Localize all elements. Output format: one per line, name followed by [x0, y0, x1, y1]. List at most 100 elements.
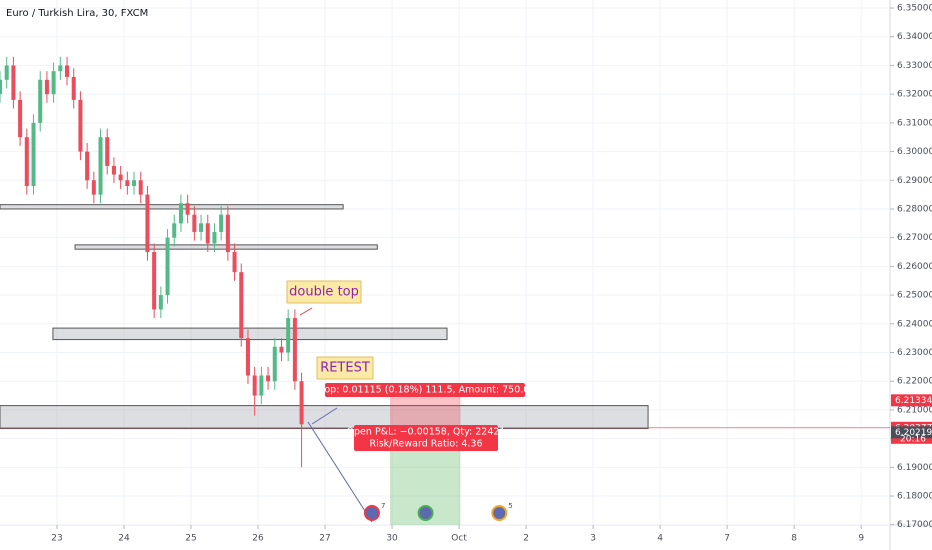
candle-body	[138, 180, 143, 195]
candle-body	[232, 252, 237, 273]
annotation-arrow	[299, 307, 313, 316]
zone	[0, 405, 649, 430]
x-tick-label: 4	[657, 534, 663, 544]
candle-body	[158, 295, 163, 310]
candle-body	[172, 223, 177, 238]
y-tick-label: 6.35000	[897, 4, 932, 14]
x-tick-label: 9	[858, 534, 864, 544]
candle-body	[279, 346, 284, 353]
y-tick-label: 6.30000	[897, 147, 932, 157]
candle-body	[165, 237, 170, 296]
event-icon	[363, 505, 380, 521]
candle-body	[132, 180, 137, 187]
y-tick-label: 6.29000	[897, 176, 932, 186]
chart-title: Euro / Turkish Lira, 30, FXCM	[6, 8, 148, 19]
event-icon	[491, 505, 508, 521]
y-tick-label: 6.18000	[897, 492, 932, 502]
event-label: 7	[381, 502, 385, 510]
x-tick-label: 24	[118, 534, 130, 544]
position-label: Open P&L: −0.00158, Qty: 22421	[347, 427, 506, 438]
candle-body	[225, 214, 230, 253]
event-label: 5	[508, 502, 512, 510]
position-label: Risk/Reward Ratio: 4.36	[369, 439, 482, 450]
candle-body	[239, 272, 244, 339]
candle-body	[71, 76, 76, 100]
y-tick-label: 6.28000	[897, 204, 932, 214]
candle-body	[0, 79, 3, 95]
candle-body	[105, 137, 110, 166]
candle-body	[178, 203, 183, 224]
x-tick-label: 2	[523, 534, 529, 544]
zone	[0, 204, 344, 210]
y-tick-label: 6.22000	[897, 377, 932, 387]
price-marker	[891, 394, 932, 407]
price-marker	[891, 426, 932, 439]
annotation: double top	[289, 285, 359, 300]
annotation-box	[286, 280, 362, 304]
candle-body	[199, 223, 204, 232]
candle-body	[125, 180, 130, 187]
annotation-box	[316, 356, 374, 380]
y-tick-label: 6.27000	[897, 233, 932, 243]
position-label: Stop: 0.01115 (0.18%) 111.5, Amount: 750…	[315, 385, 536, 396]
y-tick-label: 6.23000	[897, 348, 932, 358]
candle-body	[152, 252, 157, 310]
candle-body	[245, 338, 250, 376]
x-tick-label: 30	[386, 534, 398, 544]
y-tick-label: 6.24000	[897, 319, 932, 329]
position-label-box	[354, 425, 498, 451]
candle-body	[299, 381, 304, 425]
y-tick-label: 6.31000	[897, 118, 932, 128]
candle-body	[192, 214, 197, 232]
candle-body	[31, 122, 36, 187]
candle-body	[185, 203, 190, 215]
candle-body	[286, 318, 291, 353]
countdown: 20:16	[900, 434, 926, 444]
arrow	[307, 421, 373, 523]
candle-body	[78, 99, 83, 152]
price-marker-label: 6.20219	[895, 428, 932, 438]
position-label-box	[325, 383, 525, 397]
candle-body	[259, 375, 264, 396]
candle-body	[38, 79, 43, 123]
candle-body	[4, 65, 9, 80]
candle-body	[272, 346, 277, 382]
x-tick-label: 23	[51, 534, 62, 544]
x-tick-label: 27	[319, 534, 330, 544]
x-tick-label: 8	[791, 534, 797, 544]
candle-body	[18, 99, 23, 138]
candle-body	[252, 375, 257, 396]
y-tick-label: 6.33000	[897, 61, 932, 71]
candle-body	[118, 174, 123, 181]
candle-body	[205, 223, 210, 244]
event-icon	[417, 505, 434, 521]
arrow	[311, 407, 338, 425]
x-tick-label: 25	[185, 534, 196, 544]
candle-body	[51, 71, 56, 95]
y-tick-label: 6.25000	[897, 291, 932, 301]
candle-body	[212, 231, 217, 244]
candle-body	[58, 65, 63, 72]
y-tick-label: 6.34000	[897, 32, 932, 42]
y-tick-label: 6.21000	[897, 405, 932, 415]
zone	[52, 327, 448, 341]
candle-body	[219, 214, 224, 232]
candle-body	[11, 65, 16, 100]
candle-body	[266, 375, 271, 382]
y-tick-label: 6.17000	[897, 520, 932, 530]
candle-body	[24, 137, 29, 187]
candle-body	[91, 180, 96, 195]
candle-body	[145, 194, 150, 253]
x-tick-label: 7	[724, 534, 730, 544]
y-tick-label: 6.19000	[897, 463, 932, 473]
candle-body	[85, 151, 90, 181]
x-tick-label: Oct	[451, 534, 467, 544]
x-tick-label: 26	[252, 534, 264, 544]
candle-body	[111, 165, 116, 175]
stop-area	[390, 395, 461, 428]
candle-body	[65, 65, 70, 77]
candle-body	[292, 318, 297, 382]
annotation: RETEST	[320, 361, 370, 376]
price-marker-label: 6.21334	[895, 396, 932, 406]
